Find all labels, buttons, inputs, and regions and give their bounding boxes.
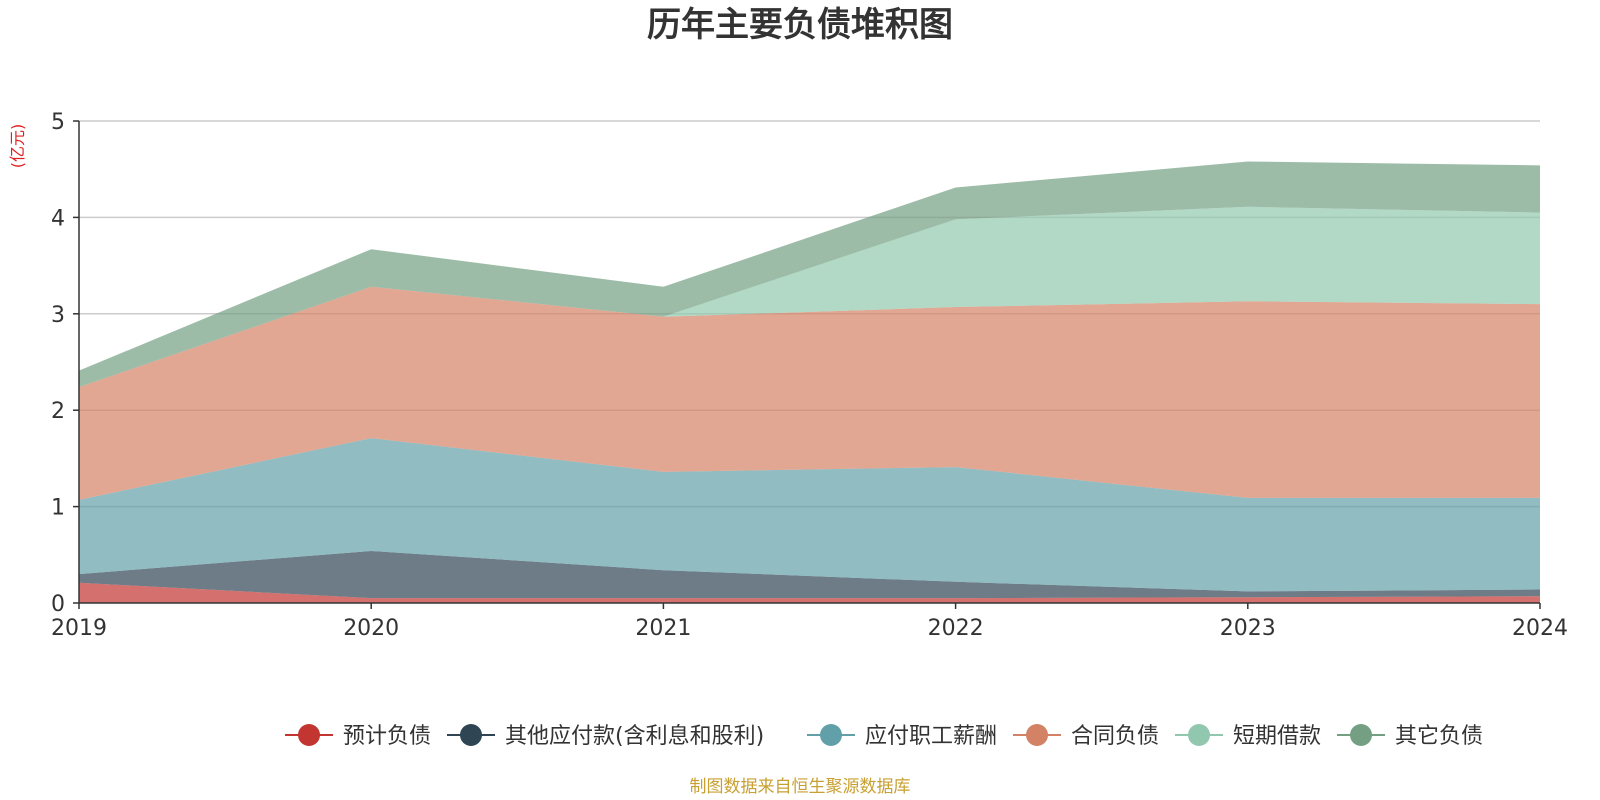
x-tick-label: 2024 — [1512, 616, 1568, 641]
legend-marker — [460, 724, 482, 746]
legend-item-1[interactable]: 预计负债 — [285, 724, 431, 749]
area-series — [79, 161, 1540, 603]
area-4 — [79, 286, 1540, 500]
y-axis-unit: (亿元) — [8, 124, 27, 169]
axes — [78, 121, 1540, 604]
legend-item-2[interactable]: 其他应付款(含利息和股利) — [447, 724, 764, 749]
y-axis-ticks: 0 1 2 3 4 5 — [51, 110, 79, 617]
area-1 — [79, 582, 1540, 603]
legend: 预计负债 其他应付款(含利息和股利) 应付职工薪酬 合同负债 短期借款 其它负债 — [285, 724, 1483, 749]
area-6 — [79, 161, 1540, 388]
x-tick-label: 2021 — [635, 616, 691, 641]
y-tick-label: 5 — [51, 110, 65, 135]
legend-marker — [298, 724, 320, 746]
y-tick-label: 4 — [51, 206, 65, 231]
x-tick-label: 2020 — [343, 616, 399, 641]
x-tick-label: 2019 — [51, 616, 107, 641]
x-axis-ticks: 2019 2020 2021 2022 2023 2024 — [51, 603, 1568, 641]
legend-label: 短期借款 — [1233, 724, 1321, 749]
legend-marker — [1188, 724, 1210, 746]
x-tick-label: 2023 — [1220, 616, 1276, 641]
chart-title: 历年主要负债堆积图 — [647, 5, 953, 45]
data-source-footer: 制图数据来自恒生聚源数据库 — [690, 777, 911, 797]
area-5 — [79, 206, 1540, 388]
legend-item-4[interactable]: 合同负债 — [1013, 724, 1159, 749]
legend-marker — [820, 724, 842, 746]
legend-label: 预计负债 — [343, 724, 431, 749]
y-tick-label: 1 — [51, 496, 65, 521]
legend-item-6[interactable]: 其它负债 — [1337, 724, 1483, 749]
y-tick-label: 0 — [51, 592, 65, 617]
y-tick-label: 2 — [51, 399, 65, 424]
legend-label: 其他应付款(含利息和股利) — [505, 724, 764, 749]
legend-item-5[interactable]: 短期借款 — [1175, 724, 1321, 749]
legend-label: 应付职工薪酬 — [865, 724, 997, 749]
y-tick-label: 3 — [51, 303, 65, 328]
legend-marker — [1350, 724, 1372, 746]
legend-label: 合同负债 — [1071, 724, 1159, 749]
area-3 — [79, 438, 1540, 592]
x-tick-label: 2022 — [928, 616, 984, 641]
legend-item-3[interactable]: 应付职工薪酬 — [807, 724, 997, 749]
legend-marker — [1026, 724, 1048, 746]
legend-label: 其它负债 — [1395, 724, 1483, 749]
area-2 — [79, 550, 1540, 599]
